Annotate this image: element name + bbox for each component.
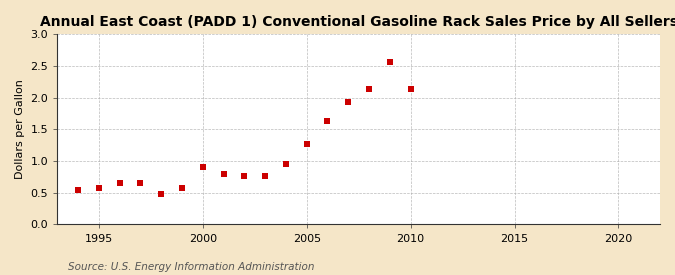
Point xyxy=(177,186,188,190)
Point xyxy=(301,142,312,146)
Point xyxy=(218,172,229,177)
Point xyxy=(73,188,84,192)
Point xyxy=(364,87,375,92)
Point xyxy=(114,181,125,185)
Point xyxy=(405,87,416,92)
Point xyxy=(239,174,250,178)
Point xyxy=(322,118,333,123)
Point xyxy=(135,181,146,185)
Point xyxy=(260,174,271,178)
Point xyxy=(343,100,354,104)
Y-axis label: Dollars per Gallon: Dollars per Gallon xyxy=(15,79,25,179)
Point xyxy=(156,192,167,196)
Text: Source: U.S. Energy Information Administration: Source: U.S. Energy Information Administ… xyxy=(68,262,314,272)
Point xyxy=(197,165,208,169)
Title: Annual East Coast (PADD 1) Conventional Gasoline Rack Sales Price by All Sellers: Annual East Coast (PADD 1) Conventional … xyxy=(40,15,675,29)
Point xyxy=(281,161,292,166)
Point xyxy=(94,186,105,190)
Point xyxy=(385,59,396,64)
